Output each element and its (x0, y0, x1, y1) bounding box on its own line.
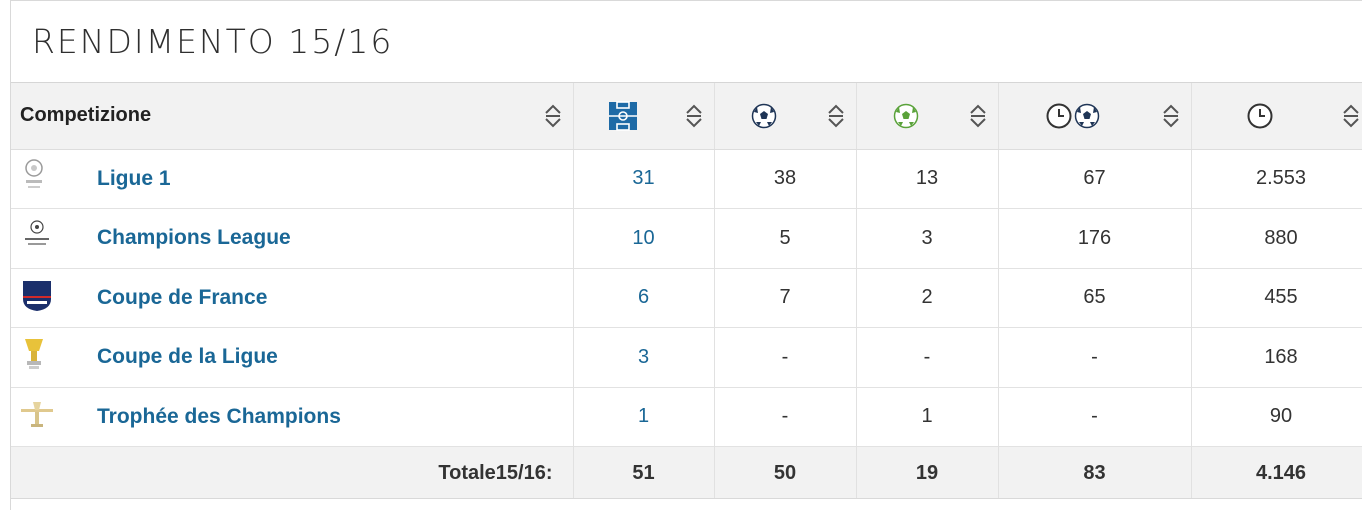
column-header-appearances[interactable] (573, 83, 715, 150)
competition-link[interactable]: Coupe de la Ligue (97, 327, 574, 387)
minutes-per-goal-cell: - (998, 327, 1192, 387)
total-row: Totale15/16: 51 50 19 83 4.146 (11, 446, 1362, 500)
assists-cell: - (856, 327, 999, 387)
coupe-de-la-ligue-logo-icon (25, 339, 43, 370)
table-row: Champions League 10 5 3 176 880 (11, 208, 1362, 269)
assist-ball-icon (893, 103, 919, 128)
table-header-row: Competizione (11, 83, 1362, 150)
total-goals: 50 (714, 446, 857, 500)
coupe-de-france-logo-icon (23, 280, 51, 311)
minutes-per-goal-cell: - (998, 387, 1192, 447)
table-row: Trophée des Champions 1 - 1 - 90 (11, 387, 1362, 447)
table-row: Coupe de la Ligue 3 - - - 168 (11, 327, 1362, 388)
sort-icon[interactable] (1161, 102, 1181, 130)
competition-logo-cell (11, 268, 97, 328)
appearances-link[interactable]: 3 (573, 327, 715, 387)
table-row: Coupe de France 6 7 2 65 455 (11, 268, 1362, 328)
appearances-link[interactable]: 6 (573, 268, 715, 328)
total-appearances: 51 (573, 446, 715, 500)
panel-bottom-divider (11, 498, 1362, 512)
competition-logo-cell (11, 387, 97, 447)
column-header-minutes[interactable] (1191, 83, 1362, 150)
goal-ball-icon (751, 103, 777, 128)
panel-header: RENDIMENTO 15/16 (11, 1, 1362, 83)
appearances-link[interactable]: 10 (573, 208, 715, 268)
goals-cell: 5 (714, 208, 857, 268)
assists-cell: 1 (856, 387, 999, 447)
performance-panel: RENDIMENTO 15/16 Competizione (10, 0, 1362, 512)
goals-cell: 38 (714, 149, 857, 209)
total-minutes: 4.146 (1191, 446, 1362, 500)
goals-cell: - (714, 327, 857, 387)
minutes-cell: 90 (1191, 387, 1362, 447)
appearances-link[interactable]: 31 (573, 149, 715, 209)
pitch-icon (608, 100, 637, 131)
competition-header-label: Competizione (20, 104, 152, 127)
minutes-cell: 455 (1191, 268, 1362, 328)
minutes-per-goal-cell: 65 (998, 268, 1192, 328)
minutes-cell: 2.553 (1191, 149, 1362, 209)
total-minutes-per-goal: 83 (998, 446, 1192, 500)
minutes-cell: 880 (1191, 208, 1362, 268)
performance-table: Competizione (11, 83, 1362, 500)
sort-icon[interactable] (968, 102, 988, 130)
table-row: Ligue 1 31 38 13 67 2.553 (11, 149, 1362, 209)
assists-cell: 13 (856, 149, 999, 209)
appearances-link[interactable]: 1 (573, 387, 715, 447)
sort-icon[interactable] (1341, 102, 1361, 130)
champions-league-logo-icon (25, 220, 49, 246)
competition-link[interactable]: Champions League (97, 208, 574, 268)
minutes-cell: 168 (1191, 327, 1362, 387)
column-header-goals[interactable] (714, 83, 857, 150)
minutes-per-goal-cell: 67 (998, 149, 1192, 209)
column-header-minutes-per-goal[interactable] (998, 83, 1192, 150)
minutes-per-goal-cell: 176 (998, 208, 1192, 268)
competition-logo-cell (11, 328, 97, 388)
assists-cell: 2 (856, 268, 999, 328)
competition-logo-cell (11, 209, 97, 269)
total-label: Totale15/16: (11, 446, 574, 500)
clock-icon (1247, 103, 1273, 129)
assists-cell: 3 (856, 208, 999, 268)
sort-icon[interactable] (543, 102, 563, 130)
sort-icon[interactable] (684, 102, 704, 130)
sort-icon[interactable] (826, 102, 846, 130)
column-header-assists[interactable] (856, 83, 999, 150)
goals-cell: - (714, 387, 857, 447)
competition-link[interactable]: Ligue 1 (97, 149, 574, 209)
ligue1-logo-icon (25, 159, 43, 188)
minutes-per-goal-icon (1046, 103, 1099, 129)
column-header-competition[interactable]: Competizione (11, 83, 574, 150)
goals-cell: 7 (714, 268, 857, 328)
competition-link[interactable]: Trophée des Champions (97, 387, 574, 447)
trophee-des-champions-logo-icon (21, 401, 53, 427)
total-assists: 19 (856, 446, 999, 500)
competition-link[interactable]: Coupe de France (97, 268, 574, 328)
panel-title: RENDIMENTO 15/16 (32, 22, 394, 61)
competition-logo-cell (11, 149, 97, 209)
